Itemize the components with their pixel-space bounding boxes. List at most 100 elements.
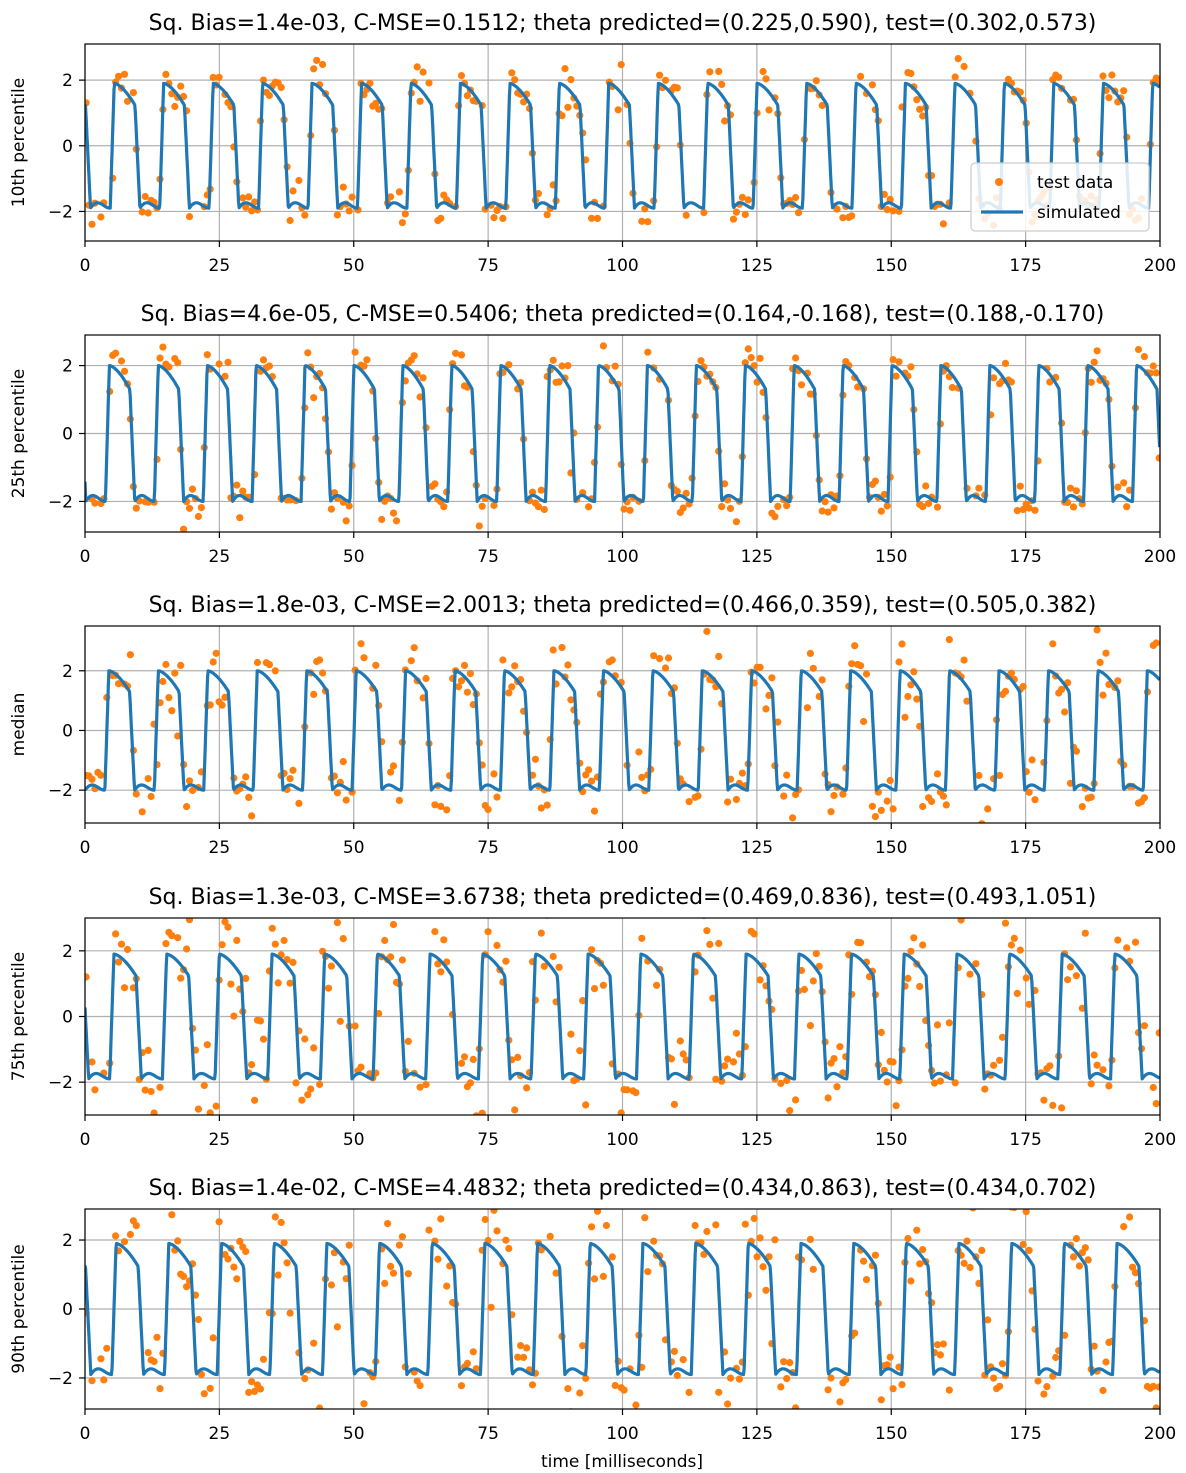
data-point [910, 934, 918, 942]
x-tick-label: 0 [80, 1424, 91, 1444]
data-point [588, 946, 596, 954]
y-tick-label: 0 [62, 425, 73, 445]
y-tick-label: 0 [62, 1300, 73, 1320]
data-point [1114, 483, 1122, 491]
data-point [857, 939, 865, 947]
data-point [981, 1085, 989, 1093]
data-point [245, 1388, 253, 1396]
data-point [248, 207, 256, 215]
data-point [197, 504, 205, 512]
y-axis-label: 90th percentile [9, 1244, 29, 1374]
data-point [907, 1277, 915, 1285]
data-point [425, 79, 433, 87]
data-point [422, 1081, 430, 1089]
data-point [635, 748, 643, 756]
y-axis-label: median [9, 693, 29, 757]
panel-title: Sq. Bias=1.4e-03, C-MSE=0.1512; theta pr… [149, 11, 1097, 36]
data-point [694, 792, 702, 800]
data-point [590, 807, 599, 815]
data-point [1123, 503, 1131, 511]
data-point [239, 487, 247, 495]
data-point [310, 1339, 318, 1347]
data-point [251, 1387, 259, 1395]
data-point [886, 776, 894, 785]
data-point [218, 941, 226, 949]
x-axis-label: time [milliseconds] [541, 1452, 703, 1472]
data-point [641, 205, 649, 213]
x-tick-label: 75 [477, 547, 499, 567]
data-point [830, 1055, 838, 1063]
data-point [925, 499, 933, 508]
data-point [540, 962, 548, 970]
data-point [457, 1382, 466, 1390]
data-point [1001, 687, 1010, 696]
data-point [188, 786, 197, 795]
data-point [469, 1348, 477, 1356]
data-point [395, 1241, 403, 1249]
data-point [431, 480, 439, 488]
data-point [360, 362, 368, 370]
data-point [120, 1238, 129, 1246]
x-tick-label: 200 [1144, 1130, 1176, 1150]
data-point [389, 509, 398, 517]
data-point [933, 503, 942, 511]
data-point [851, 642, 859, 650]
data-point [212, 649, 220, 657]
panel-title: Sq. Bias=1.3e-03, C-MSE=3.6738; theta pr… [149, 885, 1097, 910]
data-point [534, 190, 543, 198]
data-point [277, 83, 285, 91]
panel-0: 0 25 50 75 100 125 150 175 200 −2 0 2 Sq. Bias=1.4e-… [9, 11, 1176, 276]
data-point [398, 1233, 406, 1241]
data-point [1099, 1386, 1107, 1395]
data-point [738, 769, 747, 777]
data-point [1001, 359, 1010, 367]
data-point [120, 367, 129, 375]
data-point [537, 804, 545, 812]
y-tick-label: 2 [62, 662, 73, 682]
data-point [611, 362, 619, 370]
data-point [1016, 482, 1024, 490]
data-point [679, 504, 687, 512]
data-point [1140, 1022, 1148, 1030]
data-point [590, 1275, 599, 1283]
data-point [1066, 484, 1075, 492]
data-point [1087, 378, 1095, 386]
data-point [112, 349, 120, 357]
data-point [792, 1404, 800, 1409]
data-point [913, 1226, 921, 1234]
data-point [715, 939, 723, 948]
data-point [862, 1276, 871, 1284]
data-point [508, 683, 516, 691]
data-point [398, 956, 406, 964]
data-point [868, 802, 877, 810]
data-point [150, 1109, 158, 1115]
data-point [528, 1381, 537, 1389]
x-tick-label: 75 [477, 838, 499, 858]
x-tick-label: 150 [875, 838, 907, 858]
data-point [700, 1250, 708, 1258]
data-point [493, 793, 501, 801]
data-point [960, 1259, 968, 1267]
data-point [726, 504, 735, 512]
data-point [505, 1244, 513, 1253]
data-point [481, 1215, 489, 1224]
data-point [901, 713, 909, 721]
data-point [877, 507, 885, 515]
data-point [774, 718, 782, 726]
data-point [783, 1375, 791, 1383]
data-point [422, 674, 430, 683]
data-point [839, 1069, 847, 1077]
data-point [233, 936, 241, 945]
data-point [251, 1096, 259, 1104]
data-point [818, 507, 826, 515]
x-tick-label: 25 [209, 838, 231, 858]
data-point [514, 1053, 522, 1061]
data-point [608, 1253, 616, 1261]
data-point [712, 1075, 720, 1083]
data-point [800, 985, 809, 994]
data-point [171, 669, 179, 677]
data-point [943, 1421, 950, 1428]
data-point [824, 508, 832, 516]
data-point [443, 1282, 451, 1290]
data-point [395, 796, 403, 805]
